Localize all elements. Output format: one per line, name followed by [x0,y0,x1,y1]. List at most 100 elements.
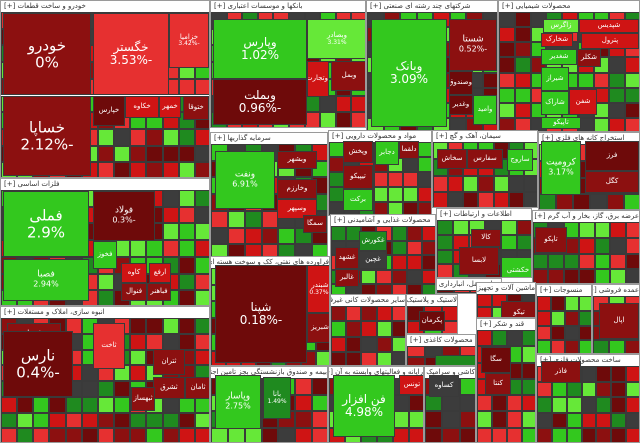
filler-tile[interactable] [625,340,639,353]
sector-paper[interactable]: محصولات کاغذی [+] حفاری3.28% [406,334,476,366]
filler-tile[interactable] [406,240,422,256]
filler-tile[interactable] [437,264,453,277]
stock-tile[interactable]: شفن [569,89,597,115]
filler-tile[interactable] [418,142,431,157]
filler-tile[interactable] [130,240,147,257]
filler-tile[interactable] [566,412,582,429]
filler-tile[interactable] [579,296,591,311]
stock-tile[interactable]: فباهنر [147,283,171,301]
filler-tile[interactable] [81,412,98,429]
filler-tile[interactable] [448,175,464,193]
filler-tile[interactable] [114,428,131,442]
filler-tile[interactable] [596,366,612,382]
filler-tile[interactable] [514,102,531,118]
filler-tile[interactable] [499,87,515,103]
filler-tile[interactable] [178,223,195,241]
stock-tile[interactable]: خپارس [93,96,125,126]
filler-tile[interactable] [406,226,422,241]
stock-tile[interactable]: تونس [399,375,423,395]
sector-telecom[interactable]: اطلاعات و ارتباطات [+] کالا لابسا خکشتی [436,208,532,278]
filler-tile[interactable] [194,256,209,274]
filler-tile[interactable] [17,428,34,442]
filler-tile[interactable] [523,192,537,207]
filler-tile[interactable] [551,340,565,353]
stock-tile[interactable]: وپاسار 2.75% [215,375,261,429]
filler-tile[interactable] [97,428,115,442]
filler-tile[interactable] [393,394,409,411]
filler-tile[interactable] [146,412,163,429]
sector-title[interactable]: مواد و محصولات دارویی [+] [329,131,431,142]
filler-tile[interactable] [162,190,179,207]
filler-tile[interactable] [227,244,245,259]
stock-tile[interactable]: شبریز [307,313,329,343]
stock-tile[interactable]: شاراک [541,91,569,115]
filler-tile[interactable] [492,395,507,412]
filler-tile[interactable] [331,321,347,337]
stock-tile[interactable]: تاپکو [535,227,567,253]
filler-tile[interactable] [609,57,626,73]
sector-other[interactable]: سایر محصولات کانی غیرفلزی [+]کسرا [330,294,406,366]
filler-tile[interactable] [418,202,431,215]
filler-tile[interactable] [361,284,377,297]
filler-tile[interactable] [625,72,639,88]
stock-tile[interactable]: زاگرس [543,19,579,33]
sector-title[interactable]: استخراج کانه های فلزی [+] [539,133,639,144]
filler-tile[interactable] [320,112,336,127]
filler-tile[interactable] [499,27,515,43]
filler-tile[interactable] [406,269,422,285]
filler-tile[interactable] [146,428,163,442]
filler-tile[interactable] [482,72,497,88]
sector-utilities[interactable]: عرضه برق، گاز، بخار و آب گرم [+] تاپکو [532,210,640,284]
filler-tile[interactable] [611,412,627,429]
filler-tile[interactable] [626,381,639,398]
filler-tile[interactable] [556,194,573,209]
filler-tile[interactable] [537,296,551,311]
filler-tile[interactable] [194,396,209,413]
filler-tile[interactable] [625,253,639,270]
filler-tile[interactable] [388,187,404,202]
filler-tile[interactable] [442,427,460,442]
filler-tile[interactable] [388,202,404,215]
filler-tile[interactable] [346,306,362,322]
filler-tile[interactable] [594,269,611,283]
sector-metals[interactable]: فلزات اساسی [+] فملی 2.9% فولاد -0.3% فصبا 2.9… [0,178,210,306]
filler-tile[interactable] [391,269,407,285]
filler-tile[interactable] [227,227,245,245]
filler-tile[interactable] [579,237,595,254]
filler-tile[interactable] [194,333,209,350]
filler-tile[interactable] [49,428,66,442]
filler-tile[interactable] [393,411,409,428]
filler-tile[interactable] [565,310,579,326]
filler-tile[interactable] [278,427,296,442]
filler-tile[interactable] [581,412,597,429]
sector-tile[interactable]: کاشی و سرامیک [+]کساوه [424,366,476,443]
filler-tile[interactable] [194,190,209,207]
stock-tile[interactable]: ثاخت [93,323,125,369]
filler-tile[interactable] [453,220,469,235]
stock-tile[interactable]: وتجارت [307,61,329,97]
filler-tile[interactable] [563,253,580,270]
filler-tile[interactable] [437,292,454,293]
filler-tile[interactable] [548,253,564,270]
filler-tile[interactable] [566,428,582,442]
filler-tile[interactable] [17,412,34,429]
filler-tile[interactable] [579,310,591,326]
filler-tile[interactable] [130,428,147,442]
filler-tile[interactable] [421,240,435,256]
filler-tile[interactable] [596,428,612,442]
filler-tile[interactable] [477,411,492,428]
filler-tile[interactable] [625,117,639,131]
filler-tile[interactable] [437,290,454,293]
filler-tile[interactable] [551,296,565,311]
stock-tile[interactable]: فملی 2.9% [3,191,89,257]
filler-tile[interactable] [312,378,327,395]
filler-tile[interactable] [391,306,405,322]
filler-tile[interactable] [312,427,327,442]
stock-tile[interactable]: ثبهساز [131,387,155,411]
filler-tile[interactable] [178,78,195,96]
filler-tile[interactable] [437,249,453,265]
stock-tile[interactable]: فرز [585,141,639,171]
filler-tile[interactable] [418,157,431,172]
filler-tile[interactable] [492,427,507,442]
filler-tile[interactable] [499,42,515,58]
